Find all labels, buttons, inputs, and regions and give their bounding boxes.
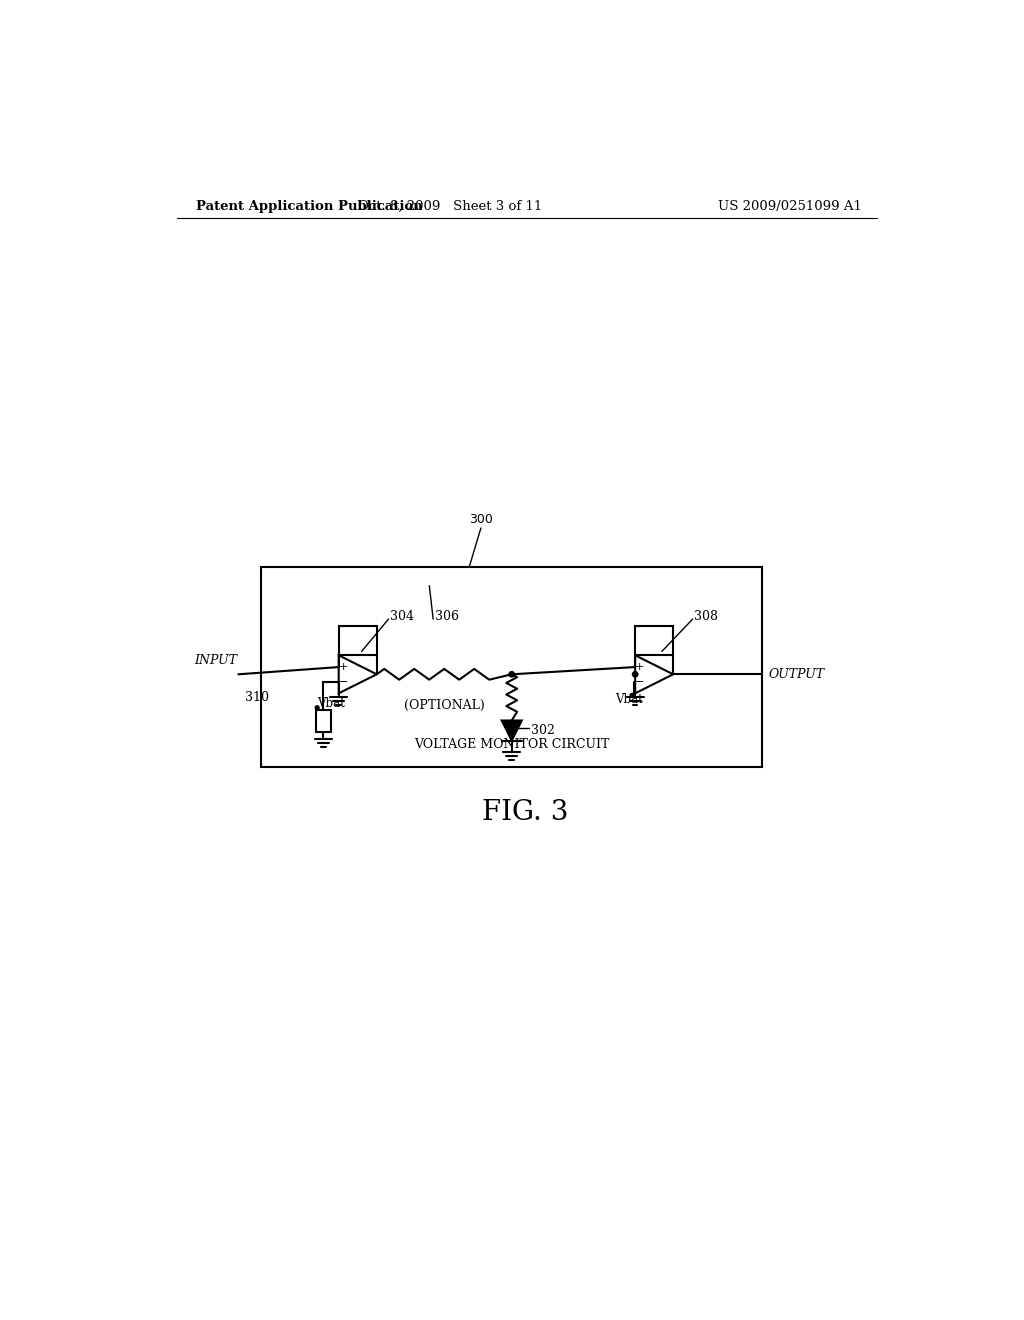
Text: FIG. 3: FIG. 3 xyxy=(481,800,568,826)
Text: US 2009/0251099 A1: US 2009/0251099 A1 xyxy=(718,199,862,213)
Circle shape xyxy=(509,672,514,677)
Text: 310: 310 xyxy=(245,692,268,705)
Circle shape xyxy=(633,672,638,677)
Bar xyxy=(261,566,762,767)
Text: Vbat: Vbat xyxy=(615,693,643,706)
Text: Oct. 8, 2009   Sheet 3 of 11: Oct. 8, 2009 Sheet 3 of 11 xyxy=(358,199,543,213)
Text: −: − xyxy=(635,677,644,686)
Polygon shape xyxy=(502,721,521,741)
Bar xyxy=(315,710,331,731)
Text: Vbat: Vbat xyxy=(317,697,345,710)
Text: +: + xyxy=(339,663,348,672)
Bar xyxy=(339,626,377,655)
Text: (OPTIONAL): (OPTIONAL) xyxy=(403,698,484,711)
Text: −: − xyxy=(339,677,348,686)
Text: 304: 304 xyxy=(390,610,414,623)
Circle shape xyxy=(630,693,634,697)
Text: OUTPUT: OUTPUT xyxy=(768,668,824,681)
Circle shape xyxy=(315,706,319,710)
Bar xyxy=(635,626,673,655)
Text: INPUT: INPUT xyxy=(194,653,237,667)
Text: 300: 300 xyxy=(469,513,493,527)
Text: +: + xyxy=(635,663,644,672)
Text: 302: 302 xyxy=(531,723,555,737)
Text: VOLTAGE MONITOR CIRCUIT: VOLTAGE MONITOR CIRCUIT xyxy=(414,738,609,751)
Text: 306: 306 xyxy=(435,610,459,623)
Text: Patent Application Publication: Patent Application Publication xyxy=(196,199,423,213)
Text: 308: 308 xyxy=(694,610,718,623)
